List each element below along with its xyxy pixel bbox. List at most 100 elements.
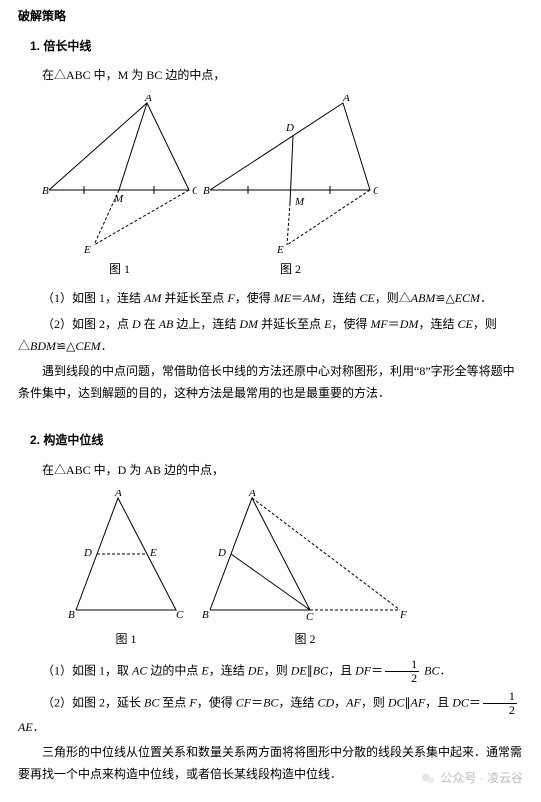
- t: DE: [248, 664, 264, 678]
- t: MF: [370, 317, 387, 331]
- section2-premise: 在△ABC 中，D 为 AB 边的中点，: [18, 460, 523, 482]
- t: DE: [291, 664, 307, 678]
- t: （1）如图 1，取: [42, 664, 132, 678]
- t: DM: [239, 317, 258, 331]
- t: 边的中点: [147, 664, 201, 678]
- watermark: 公众号 · 凌云谷: [420, 768, 523, 790]
- t: ，: [334, 695, 346, 709]
- s1-fig1-svg: A B C M E: [42, 95, 197, 255]
- label-B2: B: [203, 185, 210, 197]
- t: BC: [263, 695, 278, 709]
- t: D: [132, 317, 141, 331]
- t: ，使得: [331, 317, 370, 331]
- t: AM: [303, 291, 320, 305]
- t: F: [189, 695, 196, 709]
- t: 并延长至点: [258, 317, 324, 331]
- section2-captions: 图 1 图 2: [66, 629, 523, 651]
- t: ，则: [361, 695, 388, 709]
- t: CE: [359, 291, 374, 305]
- t: ，使得: [197, 695, 236, 709]
- section2-title: 2. 构造中位线: [30, 430, 523, 452]
- label-C: C: [192, 185, 197, 197]
- label-C3: C: [176, 609, 184, 621]
- t: CE: [457, 317, 472, 331]
- t: ，且: [425, 695, 452, 709]
- t: AC: [132, 664, 147, 678]
- t: AF: [346, 695, 361, 709]
- t: ECM: [455, 291, 480, 305]
- t: ，连结: [418, 317, 457, 331]
- t: 2: [483, 704, 517, 717]
- t: DC: [452, 695, 469, 709]
- s1-line1: （1）如图 1，连结 AM 并延长至点 F，使得 ME＝AM，连结 CE，则△A…: [18, 288, 523, 310]
- t: ．: [480, 291, 492, 305]
- s2-line1: （1）如图 1，取 AC 边的中点 E，连结 DE，则 DE∥BC，且 DF＝1…: [18, 658, 523, 685]
- s2-fig1-svg: A B C D E: [66, 490, 186, 625]
- t: BC: [144, 695, 159, 709]
- section1-captions: 图 1 图 2: [42, 259, 523, 281]
- section1-fig2: A B C D M E: [203, 95, 378, 255]
- t: 并延长至点: [161, 291, 227, 305]
- label-D4: D: [217, 547, 226, 559]
- label-C2: C: [373, 185, 378, 197]
- t: CEM: [75, 339, 100, 353]
- t: ME: [274, 291, 291, 305]
- label-D3: D: [83, 547, 92, 559]
- section1-fig1: A B C M E: [42, 95, 197, 255]
- t: ，连结: [209, 664, 248, 678]
- t: F: [227, 291, 234, 305]
- t: （1）如图 1，连结: [42, 291, 144, 305]
- t: （2）如图 2，延长: [42, 695, 144, 709]
- label-D2: D: [285, 122, 294, 134]
- t: CF: [236, 695, 251, 709]
- wechat-icon: [420, 771, 436, 787]
- t: BDM: [30, 339, 56, 353]
- label-F4: F: [399, 609, 407, 621]
- label-E2: E: [276, 244, 284, 255]
- t: （2）如图 2，点: [42, 317, 132, 331]
- t: ，使得: [235, 291, 274, 305]
- t: ≌△: [56, 339, 75, 353]
- t: ≌△: [435, 291, 454, 305]
- t: ABM: [411, 291, 436, 305]
- t: AM: [144, 291, 161, 305]
- label-B3: B: [68, 609, 75, 621]
- t: ＝: [388, 317, 400, 331]
- label-A4: A: [248, 490, 256, 499]
- label-A: A: [144, 95, 152, 104]
- t: AE: [18, 720, 33, 734]
- t: ，连结: [278, 695, 317, 709]
- t: E: [201, 664, 208, 678]
- t: 1: [483, 690, 517, 704]
- section1-title: 1. 倍长中线: [30, 36, 523, 58]
- t: ，则△: [375, 291, 411, 305]
- t: 1: [385, 658, 419, 672]
- label-B: B: [42, 185, 49, 197]
- s1-fig2-svg: A B C D M E: [203, 95, 378, 255]
- t: ．: [101, 339, 113, 353]
- section2-fig2: A B C D F: [200, 490, 410, 625]
- t: ＝: [371, 664, 383, 678]
- label-A3: A: [114, 490, 122, 499]
- t: BC: [424, 664, 439, 678]
- label-E: E: [83, 244, 91, 255]
- s2-cap2: 图 2: [200, 629, 410, 651]
- t: CD: [317, 695, 334, 709]
- label-C4: C: [306, 611, 314, 623]
- t: ，且: [328, 664, 355, 678]
- section1-figure-row: A B C M E A B C: [42, 95, 523, 255]
- s2-cap1: 图 1: [66, 629, 186, 651]
- label-E3: E: [149, 547, 157, 559]
- label-M2: M: [294, 196, 305, 208]
- s2-fig2-svg: A B C D F: [200, 490, 410, 625]
- t: AF: [411, 695, 426, 709]
- t: 至点: [159, 695, 189, 709]
- t: DM: [400, 317, 419, 331]
- s1-cap1: 图 1: [42, 259, 197, 281]
- t: DC: [388, 695, 405, 709]
- section2-figure-row: A B C D E A B C D F: [66, 490, 523, 625]
- s2-line2: （2）如图 2，延长 BC 至点 F，使得 CF＝BC，连结 CD，AF，则 D…: [18, 690, 523, 739]
- t: ＝: [291, 291, 303, 305]
- t: 在: [141, 317, 159, 331]
- label-A2: A: [342, 95, 350, 104]
